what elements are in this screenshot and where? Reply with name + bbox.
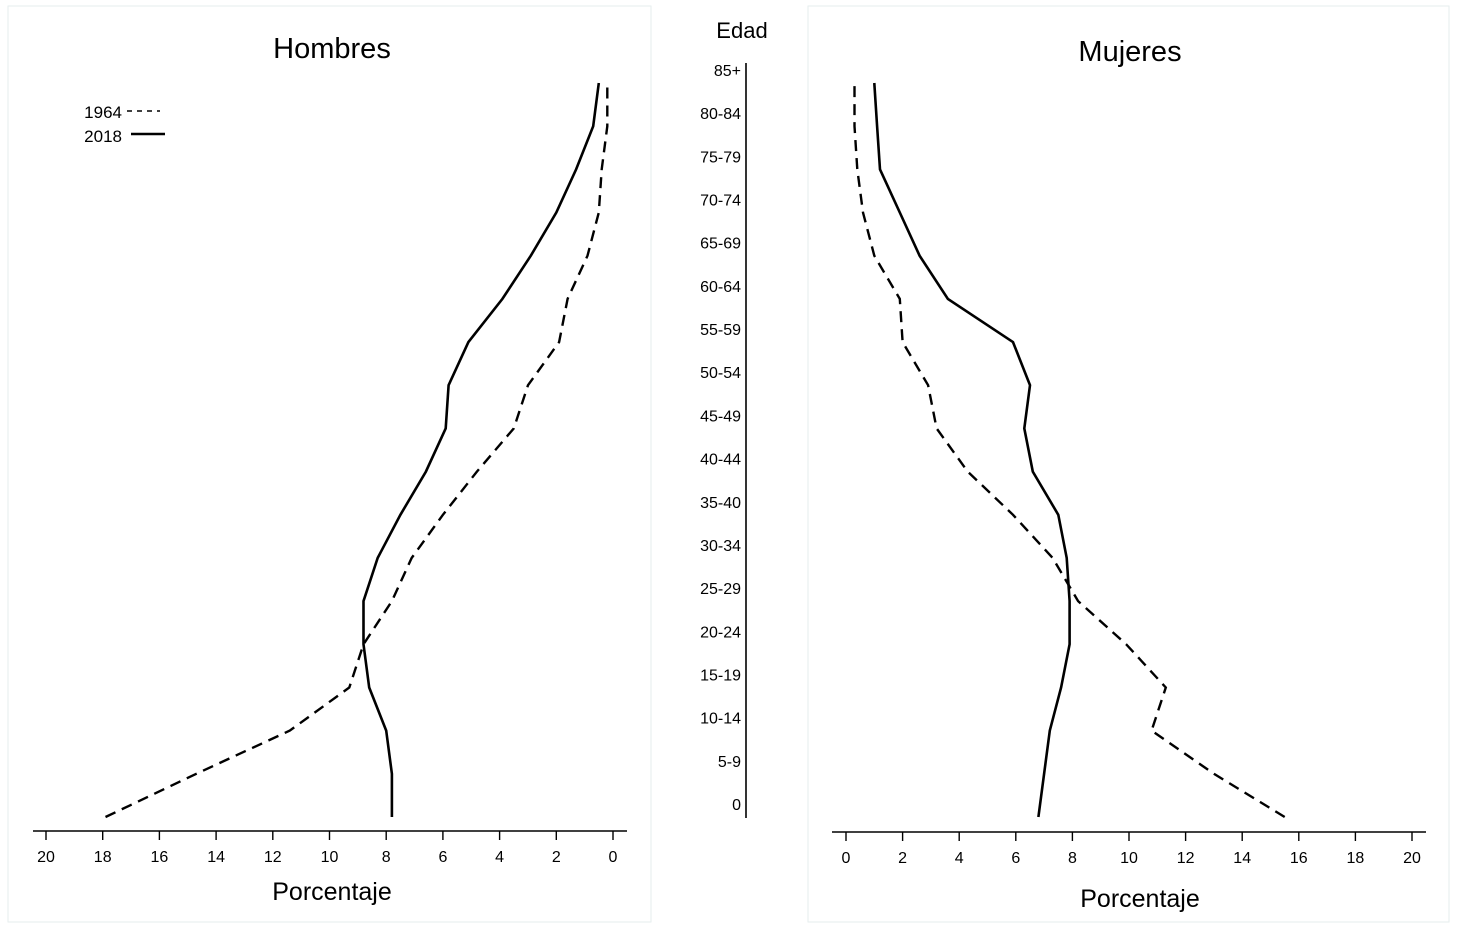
- left-series-2018: [362, 82, 601, 817]
- age-tick-label: 5-9: [718, 754, 741, 771]
- age-tick-label: 40-44: [700, 452, 741, 469]
- age-tick-label: 65-69: [700, 236, 741, 253]
- right-x-tick-label: 4: [955, 850, 964, 867]
- age-tick-label: 75-79: [700, 149, 741, 166]
- age-tick-label: 45-49: [700, 408, 741, 425]
- left-panel-title: Hombres: [273, 33, 391, 65]
- left-x-tick-label: 2: [552, 849, 561, 866]
- axes-layer: 0 5-9 10-14 15-19 20-24 25-29 30-34 35-40 40-44 4…: [33, 63, 1426, 867]
- right-x-tick-label: 0: [842, 850, 851, 867]
- age-tick-label: 0: [732, 797, 741, 814]
- age-tick-label: 25-29: [700, 581, 741, 598]
- age-tick-label: 70-74: [700, 193, 741, 210]
- right-series-1964: [853, 83, 1286, 819]
- left-x-tick-label: 0: [609, 849, 618, 866]
- left-series-1964: [104, 83, 609, 819]
- right-x-tick-label: 16: [1290, 850, 1308, 867]
- right-x-tick-label: 8: [1068, 850, 1077, 867]
- series-layer: [104, 82, 1286, 819]
- left-x-tick-label: 16: [151, 849, 169, 866]
- left-panel-frame: [7, 5, 652, 923]
- right-x-tick-label: 10: [1120, 850, 1138, 867]
- left-x-tick-label: 10: [321, 849, 339, 866]
- left-x-tick-label: 6: [438, 849, 447, 866]
- age-axis-title: Edad: [716, 18, 767, 43]
- right-panel-frame: [807, 5, 1450, 923]
- left-x-tick-label: 20: [37, 849, 55, 866]
- right-x-tick-label: 12: [1177, 850, 1195, 867]
- age-tick-label: 35-40: [700, 495, 741, 512]
- right-series-2018: [873, 82, 1071, 818]
- left-x-axis-title: Porcentaje: [272, 878, 392, 906]
- left-x-tick-label: 14: [207, 849, 225, 866]
- right-x-axis-title: Porcentaje: [1080, 885, 1200, 913]
- right-x-tick-label: 2: [898, 850, 907, 867]
- age-tick-label: 20-24: [700, 624, 741, 641]
- right-x-tick-label: 20: [1403, 850, 1421, 867]
- legend: 1964 2018: [84, 103, 165, 146]
- age-tick-label: 30-34: [700, 538, 741, 555]
- left-x-tick-label: 18: [94, 849, 112, 866]
- age-tick-label: 85+: [714, 63, 741, 80]
- left-x-tick-label: 4: [495, 849, 504, 866]
- right-panel-title: Mujeres: [1078, 36, 1181, 68]
- left-x-tick-label: 12: [264, 849, 282, 866]
- age-tick-label: 55-59: [700, 322, 741, 339]
- age-tick-label: 80-84: [700, 106, 741, 123]
- age-tick-label: 60-64: [700, 279, 741, 296]
- age-tick-label: 50-54: [700, 365, 741, 382]
- age-tick-label: 15-19: [700, 667, 741, 684]
- legend-label-1964: 1964: [84, 103, 122, 122]
- right-x-tick-label: 6: [1011, 850, 1020, 867]
- legend-label-2018: 2018: [84, 127, 122, 146]
- right-x-tick-label: 18: [1347, 850, 1365, 867]
- age-tick-label: 10-14: [700, 711, 741, 728]
- right-x-tick-label: 14: [1233, 850, 1251, 867]
- left-x-tick-label: 8: [382, 849, 391, 866]
